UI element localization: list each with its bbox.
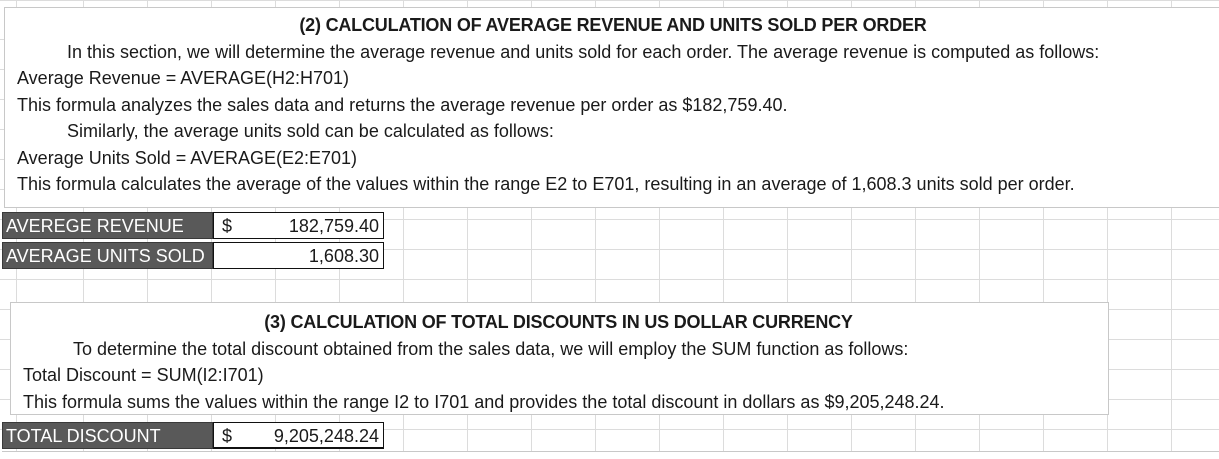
average-revenue-result: This formula analyzes the sales data and…	[17, 94, 788, 115]
average-units-result: This formula calculates the average of t…	[17, 174, 1075, 194]
section-2-textbox[interactable]: (2) CALCULATION OF AVERAGE REVENUE AND U…	[4, 7, 1219, 208]
average-revenue-label-cell[interactable]: AVEREGE REVENUE	[2, 212, 213, 239]
average-revenue-value-cell[interactable]: $ 182,759.40	[213, 212, 384, 239]
average-units-formula: Average Units Sold = AVERAGE(E2:E701)	[17, 147, 358, 168]
total-discount-label-cell[interactable]: TOTAL DISCOUNT	[2, 422, 213, 449]
section-3-title: (3) CALCULATION OF TOTAL DISCOUNTS IN US…	[264, 312, 853, 332]
average-units-value-cell[interactable]: 1,608.30	[213, 242, 384, 269]
total-discount-row: TOTAL DISCOUNT $ 9,205,248.24	[2, 422, 384, 449]
total-discount-value-cell[interactable]: $ 9,205,248.24	[213, 422, 384, 449]
average-revenue-row: AVEREGE REVENUE $ 182,759.40	[2, 212, 384, 239]
average-units-label-cell[interactable]: AVERAGE UNITS SOLD	[2, 242, 213, 269]
currency-symbol: $	[222, 216, 233, 236]
section-3-intro: To determine the total discount obtained…	[73, 338, 909, 359]
total-discount-value: 9,205,248.24	[273, 426, 379, 446]
average-units-row: AVERAGE UNITS SOLD 1,608.30	[2, 242, 384, 269]
section-2-intro: In this section, we will determine the a…	[67, 41, 1100, 62]
average-units-value: 1,608.30	[308, 246, 379, 266]
section-3-textbox[interactable]: (3) CALCULATION OF TOTAL DISCOUNTS IN US…	[10, 302, 1109, 415]
average-revenue-value: 182,759.40	[288, 216, 379, 236]
currency-symbol: $	[222, 426, 233, 446]
next-textbox-edge	[2, 451, 1219, 459]
total-discount-result: This formula sums the values within the …	[23, 391, 945, 412]
total-discount-formula: Total Discount = SUM(I2:I701)	[23, 365, 264, 385]
average-units-intro: Similarly, the average units sold can be…	[67, 121, 554, 141]
average-revenue-formula: Average Revenue = AVERAGE(H2:H701)	[17, 68, 350, 88]
section-2-title: (2) CALCULATION OF AVERAGE REVENUE AND U…	[299, 15, 927, 35]
